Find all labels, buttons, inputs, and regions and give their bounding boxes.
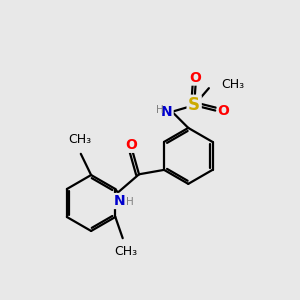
Text: O: O bbox=[125, 138, 137, 152]
Text: CH₃: CH₃ bbox=[114, 245, 137, 258]
Text: CH₃: CH₃ bbox=[68, 134, 91, 146]
Text: N: N bbox=[161, 105, 172, 119]
Text: O: O bbox=[190, 70, 202, 85]
Text: H: H bbox=[126, 197, 134, 207]
Text: N: N bbox=[113, 194, 125, 208]
Text: O: O bbox=[218, 103, 230, 118]
Text: CH₃: CH₃ bbox=[221, 78, 244, 91]
Text: S: S bbox=[188, 96, 200, 114]
Text: H: H bbox=[156, 105, 164, 115]
